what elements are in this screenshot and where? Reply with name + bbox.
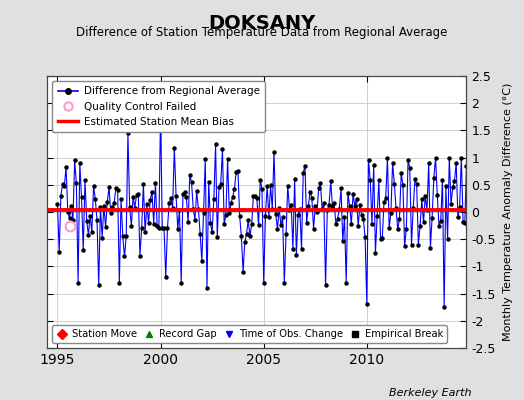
Y-axis label: Monthly Temperature Anomaly Difference (°C): Monthly Temperature Anomaly Difference (… [503,83,512,341]
Text: Difference of Station Temperature Data from Regional Average: Difference of Station Temperature Data f… [77,26,447,39]
Text: DOKSANY: DOKSANY [209,14,315,33]
Text: Berkeley Earth: Berkeley Earth [389,388,472,398]
Legend: Station Move, Record Gap, Time of Obs. Change, Empirical Break: Station Move, Record Gap, Time of Obs. C… [52,325,447,343]
